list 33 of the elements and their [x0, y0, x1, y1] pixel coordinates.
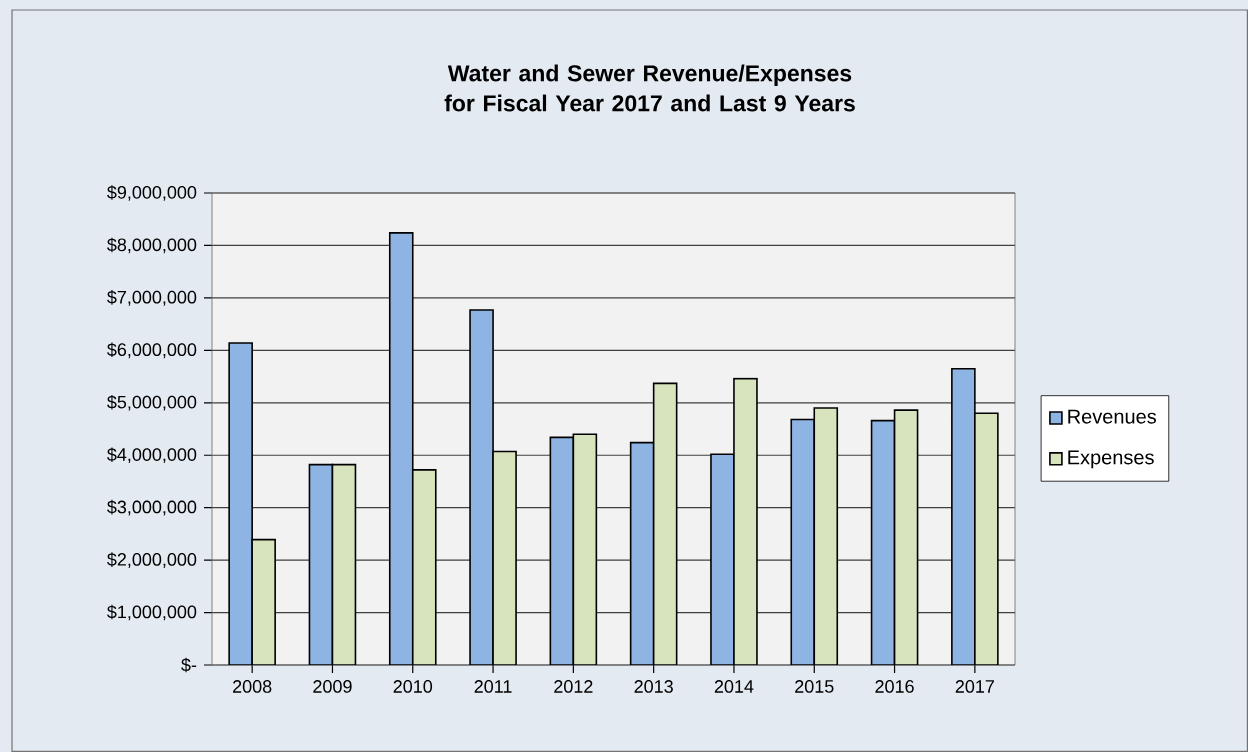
bar: [790, 418, 816, 665]
x-tick-label: 2010: [393, 680, 433, 693]
y-tick-label: $-: [181, 657, 197, 673]
x-tick-label: 2009: [313, 680, 352, 693]
y-tick-label: $2,000,000: [107, 552, 197, 568]
x-tick-label: 2013: [634, 680, 673, 693]
y-tick-label: $8,000,000: [107, 237, 197, 254]
bar: [951, 367, 976, 665]
bar: [228, 342, 253, 665]
x-tick-label: 2015: [795, 680, 834, 693]
y-tick-label: $9,000,000: [107, 185, 197, 201]
x-tick-label: 2017: [955, 680, 994, 693]
x-tick-label: 2014: [714, 680, 754, 693]
y-tick-label: $6,000,000: [107, 342, 197, 359]
y-tick-label: $1,000,000: [107, 604, 197, 621]
y-tick-label: $4,000,000: [107, 447, 197, 464]
y-tick-label: $7,000,000: [107, 290, 197, 306]
x-tick-label: 2008: [233, 680, 272, 693]
x-tick-label: 2016: [875, 680, 914, 693]
bar: [308, 463, 334, 665]
x-tick-label: 2012: [554, 680, 593, 693]
legend-label: Expenses: [1068, 450, 1154, 469]
bar: [388, 232, 414, 665]
y-tick-label: $3,000,000: [107, 499, 197, 516]
bar: [549, 436, 575, 665]
bar: [469, 309, 494, 665]
bar: [870, 419, 896, 665]
x-tick-label: 2011: [474, 680, 512, 693]
chart-title: Water and Sewer Revenue/Expenses for Fiscal Year 2017 and Last 9 Years: [444, 64, 855, 112]
y-tick-label: $5,000,000: [107, 394, 197, 411]
bar: [710, 453, 735, 665]
bar: [629, 441, 655, 665]
legend-label: Revenues: [1068, 409, 1157, 424]
